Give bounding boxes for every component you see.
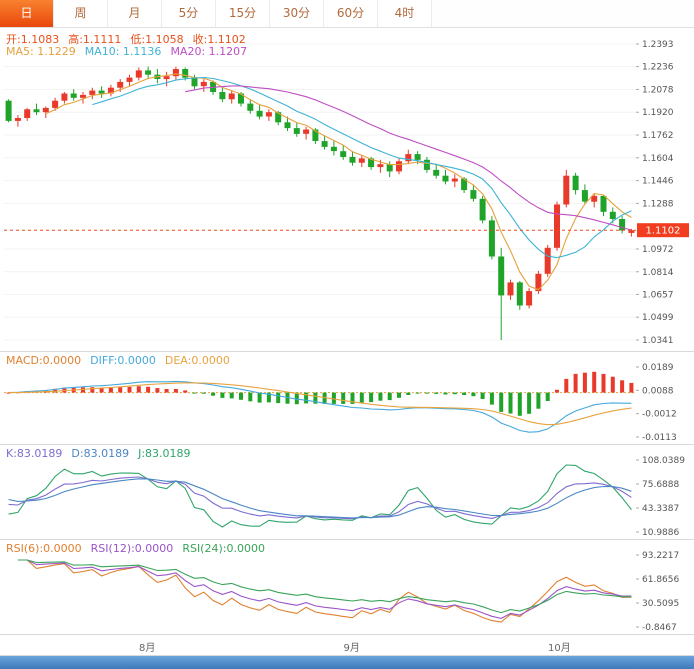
open-value: 开:1.1083 bbox=[6, 33, 60, 46]
svg-text:0.0189: 0.0189 bbox=[642, 363, 674, 373]
svg-text:1.0499: 1.0499 bbox=[642, 313, 674, 323]
svg-text:30.5095: 30.5095 bbox=[642, 599, 679, 609]
tab-4时[interactable]: 4时 bbox=[378, 0, 432, 27]
rsi24-value: RSI(24):0.0000 bbox=[182, 542, 265, 555]
ma5-value: MA5: 1.1229 bbox=[6, 45, 76, 58]
svg-text:0.0088: 0.0088 bbox=[642, 386, 674, 396]
tab-月[interactable]: 月 bbox=[108, 0, 162, 27]
svg-text:-0.0113: -0.0113 bbox=[642, 433, 677, 443]
time-axis: 8月 9月 10月 bbox=[0, 635, 694, 656]
svg-text:43.3387: 43.3387 bbox=[642, 504, 679, 514]
tab-周[interactable]: 周 bbox=[54, 0, 108, 27]
svg-text:1.1446: 1.1446 bbox=[642, 177, 674, 187]
price-panel[interactable]: 1.2393 1.2236 1.2078 1.1920 1.1762 1.1604 1.14… bbox=[0, 28, 694, 352]
high-value: 高:1.1111 bbox=[68, 33, 122, 46]
tab-30分[interactable]: 30分 bbox=[270, 0, 324, 27]
rsi-header: RSI(6):0.0000 RSI(12):0.0000 RSI(24):0.000… bbox=[6, 542, 274, 555]
close-value: 收:1.1102 bbox=[192, 33, 246, 46]
time-axis-label-8月: 8月 bbox=[139, 643, 156, 654]
svg-text:108.0389: 108.0389 bbox=[642, 456, 685, 466]
j-value: J:83.0189 bbox=[138, 447, 191, 460]
svg-text:1.1920: 1.1920 bbox=[642, 108, 674, 118]
svg-text:1.1604: 1.1604 bbox=[642, 154, 674, 164]
tab-日[interactable]: 日 bbox=[0, 0, 54, 27]
ma-header: MA5: 1.1229 MA10: 1.1136 MA20: 1.1207 bbox=[6, 45, 256, 58]
svg-text:75.6888: 75.6888 bbox=[642, 480, 679, 490]
time-axis-label-10月: 10月 bbox=[548, 643, 571, 654]
rsi12-value: RSI(12):0.0000 bbox=[90, 542, 174, 555]
svg-text:61.8656: 61.8656 bbox=[642, 575, 679, 585]
tab-5分[interactable]: 5分 bbox=[162, 0, 216, 27]
svg-text:1.2236: 1.2236 bbox=[642, 63, 674, 73]
k-value: K:83.0189 bbox=[6, 447, 63, 460]
svg-text:93.2217: 93.2217 bbox=[642, 551, 679, 561]
ohlc-header: 开:1.1083 高:1.1111 低:1.1058 收:1.1102 bbox=[6, 31, 255, 47]
d-value: D:83.0189 bbox=[71, 447, 130, 460]
rsi6-value: RSI(6):0.0000 bbox=[6, 542, 82, 555]
rsi-panel[interactable]: 93.2217 61.8656 30.5095 -0.8467 RSI(6):0.00… bbox=[0, 540, 694, 635]
kdj-panel[interactable]: 108.0389 75.6888 43.3387 10.9886 K:83.0189 D… bbox=[0, 445, 694, 540]
kdj-header: K:83.0189 D:83.0189 J:83.0189 bbox=[6, 447, 200, 460]
svg-text:1.2393: 1.2393 bbox=[642, 40, 674, 50]
period-tabbar: 日周月 5分 15分 30分 60分 4时 bbox=[0, 0, 694, 28]
dea-value: DEA:0.0000 bbox=[164, 354, 230, 367]
svg-text:1.2078: 1.2078 bbox=[642, 85, 674, 95]
macd-header: MACD:0.0000 DIFF:0.0000 DEA:0.0000 bbox=[6, 354, 239, 367]
low-value: 低:1.1058 bbox=[130, 33, 184, 46]
svg-text:1.0814: 1.0814 bbox=[642, 268, 674, 278]
svg-text:-0.8467: -0.8467 bbox=[642, 623, 677, 633]
svg-text:1.1288: 1.1288 bbox=[642, 199, 674, 209]
candlestick-chart[interactable]: 1.2393 1.2236 1.2078 1.1920 1.1762 1.1604 1.14… bbox=[0, 28, 694, 352]
macd-panel[interactable]: 0.0189 0.0088 -0.0012 -0.0113 MACD:0.0000 DI… bbox=[0, 352, 694, 445]
ma20-value: MA20: 1.1207 bbox=[170, 45, 248, 58]
svg-text:1.0657: 1.0657 bbox=[642, 290, 674, 300]
macd-chart[interactable]: 0.0189 0.0088 -0.0012 -0.0113 bbox=[0, 352, 694, 445]
svg-text:-0.0012: -0.0012 bbox=[642, 410, 677, 420]
svg-text:1.1762: 1.1762 bbox=[642, 131, 674, 141]
rsi-chart[interactable]: 93.2217 61.8656 30.5095 -0.8467 bbox=[0, 540, 694, 635]
macd-value: MACD:0.0000 bbox=[6, 354, 82, 367]
svg-text:10.9886: 10.9886 bbox=[642, 528, 679, 538]
svg-text:1.0972: 1.0972 bbox=[642, 245, 674, 255]
diff-value: DIFF:0.0000 bbox=[90, 354, 156, 367]
chart-scrollbar[interactable] bbox=[0, 656, 694, 669]
tab-60分[interactable]: 60分 bbox=[324, 0, 378, 27]
svg-text:1.1102: 1.1102 bbox=[646, 226, 681, 237]
tab-15分[interactable]: 15分 bbox=[216, 0, 270, 27]
ma10-value: MA10: 1.1136 bbox=[84, 45, 162, 58]
svg-text:1.0341: 1.0341 bbox=[642, 336, 674, 346]
time-axis-label-9月: 9月 bbox=[343, 643, 360, 654]
kdj-chart[interactable]: 108.0389 75.6888 43.3387 10.9886 bbox=[0, 445, 694, 540]
